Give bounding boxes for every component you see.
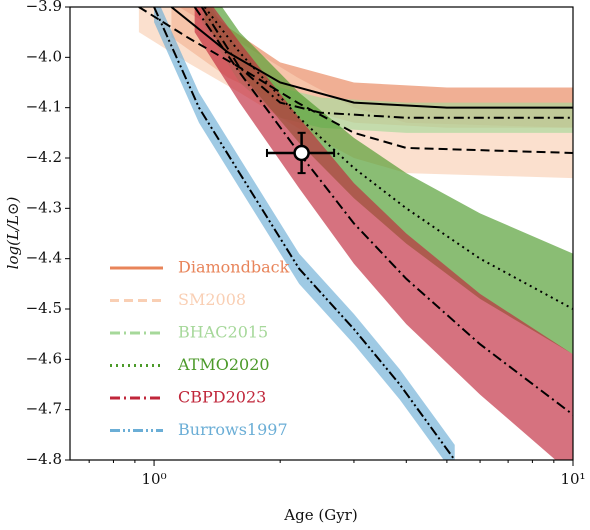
y-tick-label: −4.5 — [26, 299, 62, 317]
y-tick-label: −4.7 — [26, 400, 62, 418]
y-tick-label: −4.1 — [26, 98, 62, 116]
model-line — [193, 7, 573, 416]
x-tick-label: 10¹ — [560, 470, 585, 488]
y-tick-label: −4.2 — [26, 148, 62, 166]
model-line — [200, 7, 573, 119]
x-tick-label: 10⁰ — [142, 470, 167, 488]
x-axis-label: Age (Gyr) — [283, 506, 357, 524]
axes-frame — [69, 6, 574, 461]
model-line — [138, 7, 573, 154]
band — [204, 7, 573, 355]
band — [154, 7, 455, 460]
model-line — [153, 7, 456, 460]
band — [194, 7, 573, 460]
y-axis-label: log(L/L⊙) — [4, 197, 22, 270]
y-tick-label: −4.8 — [26, 450, 62, 468]
legend-label: Diamondback — [178, 258, 290, 277]
legend-label: ATMO2020 — [177, 355, 270, 374]
y-tick-label: −4.4 — [26, 249, 62, 267]
y-tick-label: −3.9 — [26, 0, 62, 15]
data-point — [293, 144, 310, 162]
y-tick-label: −4.0 — [26, 47, 62, 65]
plot-area — [138, 7, 573, 460]
model-line — [170, 7, 573, 109]
y-tick-label: −4.6 — [26, 349, 62, 367]
legend-label: CBPD2023 — [178, 388, 266, 407]
legend-label: Burrows1997 — [178, 420, 288, 439]
legend-label: SM2008 — [178, 290, 246, 309]
y-tick-label: −4.3 — [26, 198, 62, 216]
legend-label: BHAC2015 — [178, 323, 268, 342]
